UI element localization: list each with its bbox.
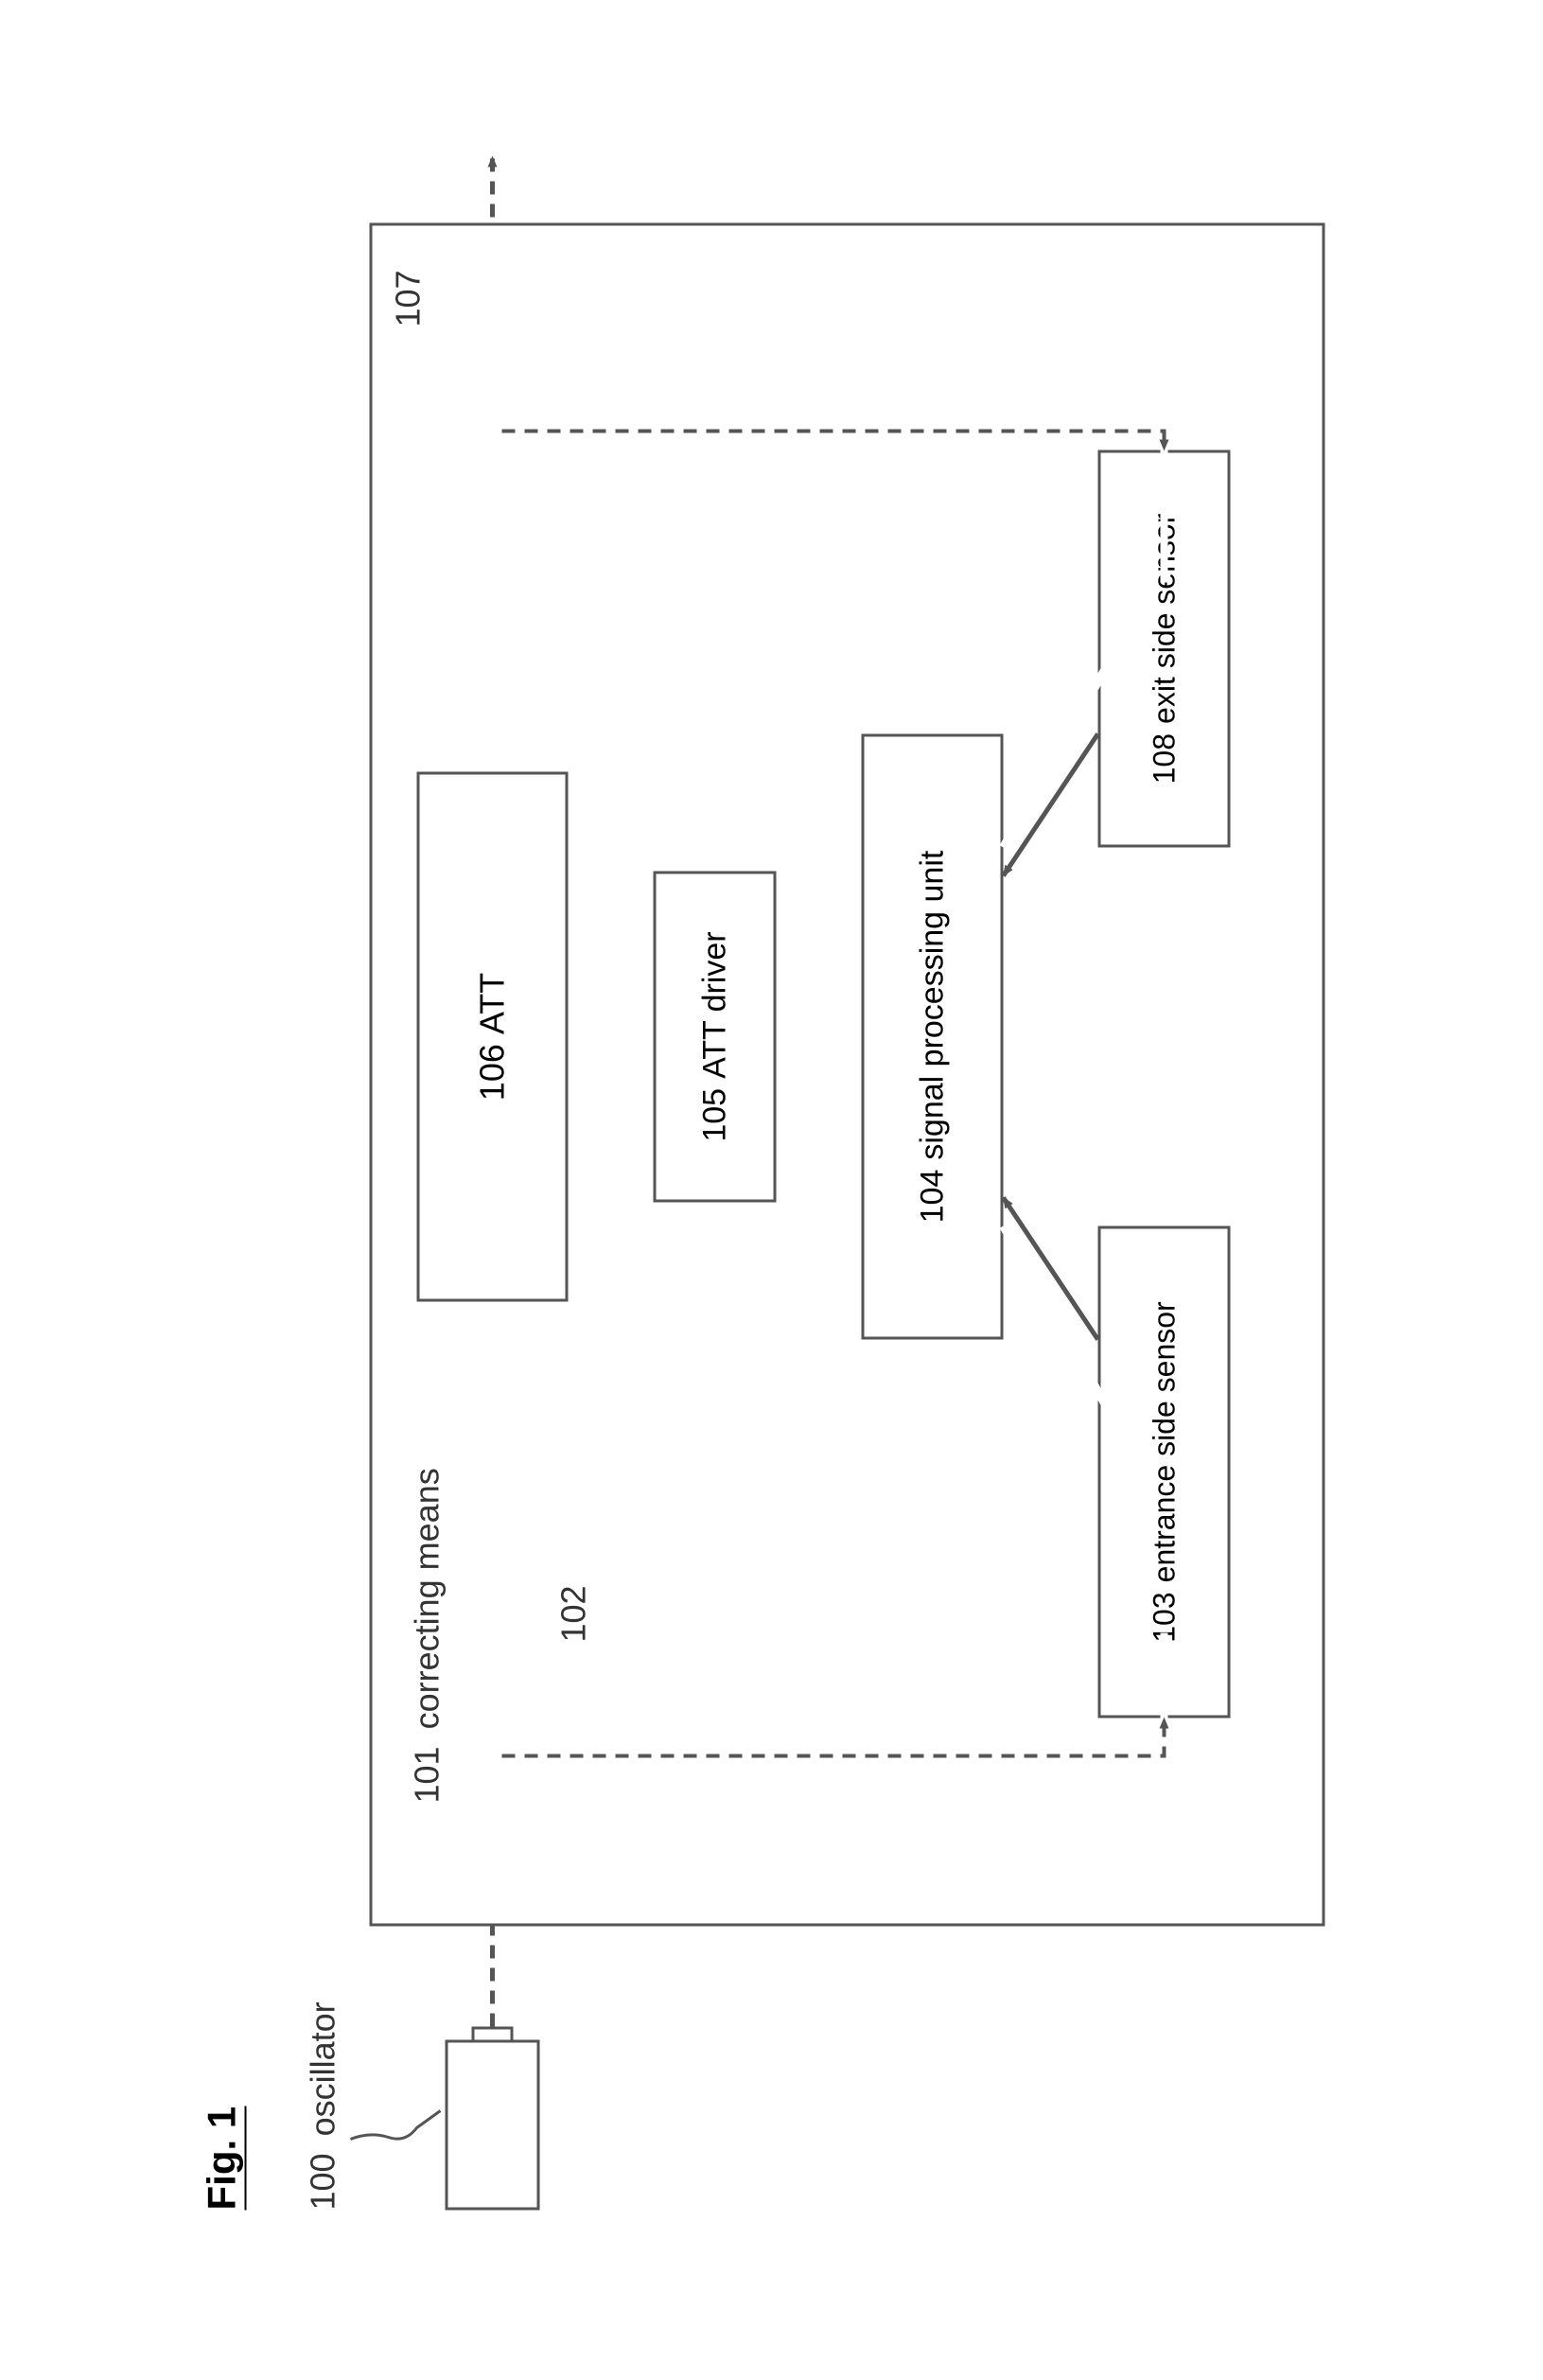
diagram-canvas: Fig. 1: [0, 0, 1543, 2380]
arrow-ent-spu-2: [1003, 1197, 1097, 1339]
dash-to-entrance-2: [501, 1718, 1164, 1755]
sensor-arrow-fix: [0, 0, 1543, 2380]
arrow-exit-spu-2: [1003, 733, 1097, 875]
